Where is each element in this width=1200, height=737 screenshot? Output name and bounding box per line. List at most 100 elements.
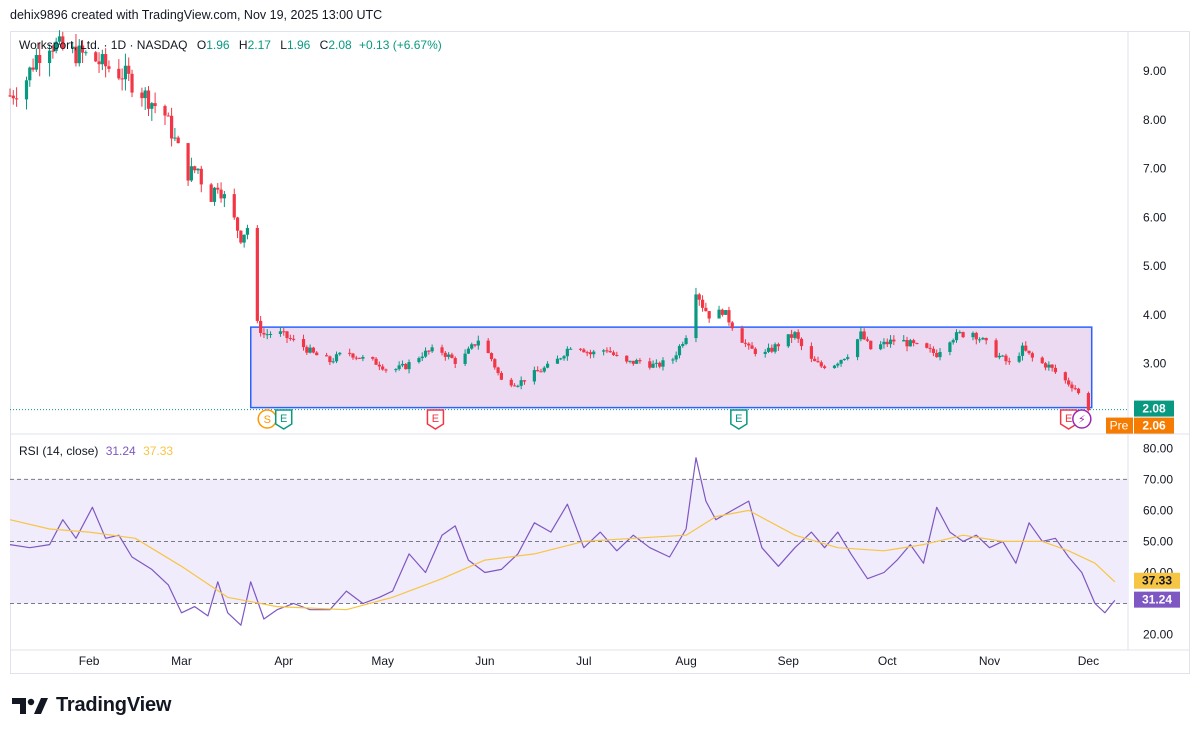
candle xyxy=(625,355,629,364)
candle xyxy=(54,37,58,54)
event-marker-earnings-green: E xyxy=(730,409,748,430)
candle xyxy=(648,357,652,370)
candle-body xyxy=(453,357,457,364)
candle-body xyxy=(94,52,98,62)
candle-body xyxy=(697,294,701,300)
candle-body xyxy=(14,98,19,100)
candle xyxy=(809,342,813,363)
candle xyxy=(24,76,29,110)
candle xyxy=(816,356,820,363)
candle xyxy=(38,42,42,77)
candle-body xyxy=(486,340,490,354)
candle-body xyxy=(381,366,385,370)
tradingview-logo-icon xyxy=(12,697,48,714)
candle-body xyxy=(97,61,101,65)
rsi-tick-label: 50.00 xyxy=(1143,534,1173,548)
candle xyxy=(209,182,213,202)
candle xyxy=(1007,357,1011,365)
candle xyxy=(301,334,306,351)
candle xyxy=(163,104,167,125)
event-marker-lightning: ⚡ xyxy=(1072,409,1092,429)
rsi-label: RSI (14, close) xyxy=(19,444,99,458)
candle xyxy=(476,335,480,350)
low-value: 1.96 xyxy=(286,38,311,52)
candle xyxy=(776,342,781,351)
candle xyxy=(120,68,124,91)
chart-frame[interactable] xyxy=(10,31,1190,674)
candle-body xyxy=(209,184,213,202)
candle-body xyxy=(301,339,306,348)
candle-body xyxy=(974,332,978,340)
candle xyxy=(288,334,292,341)
candle-body xyxy=(977,339,982,341)
candle-body xyxy=(912,340,916,344)
candle xyxy=(651,360,655,369)
candle xyxy=(493,358,497,370)
candle xyxy=(631,360,635,366)
candle xyxy=(578,348,583,352)
candle-body xyxy=(654,362,658,364)
candle xyxy=(219,182,223,203)
candle-body xyxy=(743,342,748,344)
candle xyxy=(173,127,177,142)
candle xyxy=(522,380,527,385)
candle-body xyxy=(628,360,632,362)
candle-body xyxy=(638,360,642,362)
tradingview-logo-text: TradingView xyxy=(56,694,172,716)
candle-body xyxy=(1047,364,1051,368)
candle-body xyxy=(427,350,431,352)
price-tick-label: 7.00 xyxy=(1143,162,1167,176)
close-value: 2.08 xyxy=(328,38,352,52)
candle-body xyxy=(605,350,609,352)
candle xyxy=(31,58,35,72)
earnings-marker-icon xyxy=(426,409,445,430)
candle-body xyxy=(397,365,401,370)
candle xyxy=(885,338,889,348)
candle xyxy=(763,349,767,358)
candle xyxy=(977,337,982,343)
candle xyxy=(104,48,108,78)
candle xyxy=(1076,387,1081,395)
rsi-band xyxy=(10,479,1128,604)
candle xyxy=(486,338,490,354)
candle-body xyxy=(578,348,583,350)
time-tick-label: Mar xyxy=(171,654,192,668)
candle-body xyxy=(747,343,751,346)
candle-body xyxy=(677,345,682,356)
candle xyxy=(720,308,724,317)
candle xyxy=(400,360,405,368)
candle-body xyxy=(1073,388,1077,390)
candle xyxy=(931,346,936,357)
candle xyxy=(143,87,147,111)
candle-body xyxy=(786,334,790,347)
candle-body xyxy=(71,46,75,49)
time-tick-label: Dec xyxy=(1078,654,1099,668)
candle xyxy=(753,347,757,357)
candle-body xyxy=(615,354,619,356)
candle-body xyxy=(532,370,536,382)
candle-body xyxy=(288,338,292,340)
candle xyxy=(730,320,734,331)
candle xyxy=(80,40,85,64)
candle xyxy=(1024,341,1028,352)
rsi-legend-value: 31.24 xyxy=(105,444,136,458)
candle xyxy=(592,349,596,358)
candle xyxy=(84,50,88,56)
candle-body xyxy=(268,333,273,335)
candle xyxy=(315,351,319,356)
price-tick-label: 6.00 xyxy=(1143,210,1167,224)
candle xyxy=(981,336,985,341)
rsi-badge xyxy=(1134,591,1180,608)
candle-body xyxy=(11,95,15,99)
candle-body xyxy=(242,234,246,243)
candle-body xyxy=(57,36,62,42)
rsi-tick-label: 80.00 xyxy=(1143,441,1173,455)
candle-body xyxy=(981,337,985,340)
pre-market-label: Pre xyxy=(1110,419,1129,433)
candle-body xyxy=(169,115,174,139)
candle-body xyxy=(750,345,754,349)
candle xyxy=(466,346,471,355)
candle-body xyxy=(855,339,860,358)
tradingview-logo[interactable]: TradingView xyxy=(12,694,171,717)
